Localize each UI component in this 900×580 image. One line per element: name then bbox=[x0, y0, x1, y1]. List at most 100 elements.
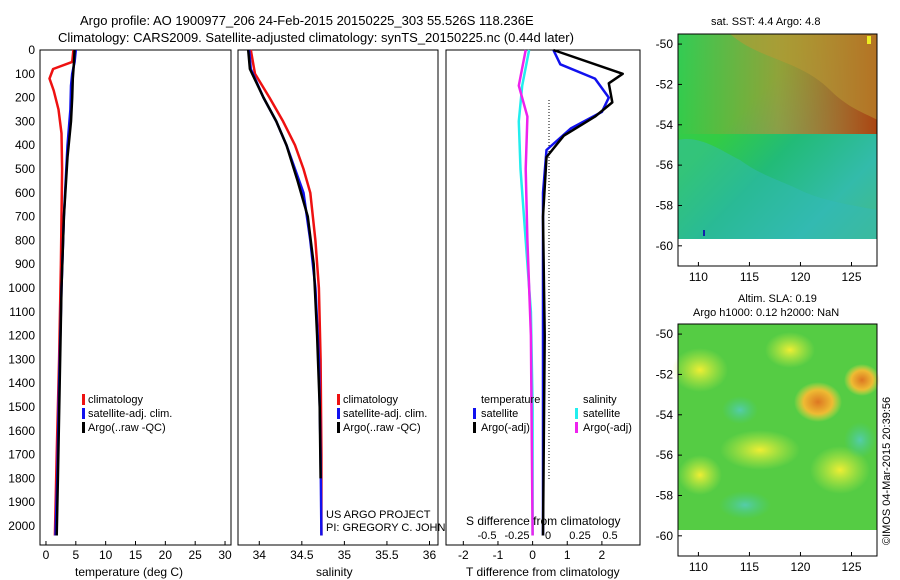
sst-cool-region bbox=[678, 139, 877, 239]
x-tick-label: 35.5 bbox=[375, 548, 399, 562]
sla-blob bbox=[672, 348, 728, 392]
depth-tick-label: 300 bbox=[15, 114, 35, 128]
x-tick-label: 2 bbox=[599, 548, 606, 562]
map-y-tick-label: -56 bbox=[656, 158, 674, 172]
legend-swatch-climatology bbox=[82, 394, 85, 405]
legend-swatch-satellite bbox=[337, 408, 340, 419]
depth-tick-label: 1300 bbox=[8, 352, 35, 366]
map-x-tick-label: 110 bbox=[689, 270, 708, 284]
x-tick-label: 34 bbox=[253, 548, 267, 562]
legend-label-argo: Argo(..raw -QC) bbox=[343, 422, 421, 434]
salinity-xlabel: salinity bbox=[316, 565, 353, 579]
salinity-legend: climatology satellite-adj. clim. Argo(..… bbox=[337, 394, 427, 434]
x-tick-label: 35 bbox=[338, 548, 352, 562]
sst-map-axes: 110 115 120 125 -50 -52 -54 -56 -58 -60 bbox=[656, 37, 862, 284]
sst-heatmap bbox=[678, 34, 877, 240]
top-x-tick-label: 0.5 bbox=[602, 530, 617, 542]
sla-low-blob bbox=[722, 396, 758, 424]
sst-float-marker bbox=[703, 230, 705, 236]
legend-heading-salinity: salinity bbox=[583, 394, 617, 406]
legend-label-satellite: satellite-adj. clim. bbox=[88, 408, 172, 420]
copyright-stamp: ©IMOS 04-Mar-2015 20:39:56 bbox=[881, 397, 893, 545]
difference-legend: temperature satellite Argo(-adj) salinit… bbox=[473, 394, 632, 434]
x-tick-label: 25 bbox=[189, 548, 203, 562]
header-line1: Argo profile: AO 1900977_206 24-Feb-2015… bbox=[80, 13, 534, 28]
header-line2: Climatology: CARS2009. Satellite-adjuste… bbox=[58, 30, 574, 45]
sla-high-blob bbox=[844, 364, 880, 396]
map-y-tick-label: -54 bbox=[656, 408, 674, 422]
legend-swatch-sal-argo bbox=[575, 422, 578, 433]
depth-tick-label: 2000 bbox=[8, 519, 35, 533]
difference-top-ticks: -0.5 -0.25 0 0.25 0.5 bbox=[478, 530, 618, 542]
sst-warm-front bbox=[730, 34, 877, 120]
top-x-tick-label: 0.25 bbox=[569, 530, 590, 542]
top-x-tick-label: -0.25 bbox=[504, 530, 529, 542]
sla-high-blob bbox=[794, 382, 842, 422]
map-y-tick-label: -54 bbox=[656, 118, 674, 132]
legend-swatch-climatology bbox=[337, 394, 340, 405]
depth-tick-label: 1000 bbox=[8, 281, 35, 295]
depth-tick-label: 1100 bbox=[9, 305, 35, 319]
map-y-tick-label: -60 bbox=[656, 529, 674, 543]
sst-mask bbox=[678, 239, 877, 240]
depth-tick-label: 900 bbox=[15, 257, 35, 271]
sla-blob bbox=[765, 332, 815, 368]
legend-heading-temperature: temperature bbox=[481, 394, 540, 406]
legend-swatch-sal-satellite bbox=[575, 408, 578, 419]
map-y-tick-label: -58 bbox=[656, 198, 674, 212]
map-x-tick-label: 120 bbox=[790, 560, 810, 574]
legend-label-satellite: satellite-adj. clim. bbox=[343, 408, 427, 420]
legend-label-climatology: climatology bbox=[88, 394, 144, 406]
sst-hot-spot bbox=[867, 36, 871, 44]
map-x-tick-label: 115 bbox=[740, 270, 759, 284]
x-tick-label: 20 bbox=[159, 548, 173, 562]
top-x-tick-label: 0 bbox=[545, 530, 551, 542]
legend-label-argo: Argo(..raw -QC) bbox=[88, 422, 166, 434]
depth-tick-label: 1900 bbox=[8, 495, 35, 509]
map-y-tick-label: -52 bbox=[656, 77, 674, 91]
sla-blob bbox=[678, 455, 722, 495]
sla-blob bbox=[810, 446, 870, 494]
temperature-legend: climatology satellite-adj. clim. Argo(..… bbox=[82, 394, 172, 434]
depth-tick-label: 800 bbox=[15, 233, 35, 247]
difference-xlabel: T difference from climatology bbox=[466, 565, 620, 579]
legend-label-temp-satellite: satellite bbox=[481, 408, 518, 420]
temperature-panel: 0 5 10 15 20 25 30 climatology satellite-adj. … bbox=[39, 49, 232, 579]
legend-label-sal-argo: Argo(-adj) bbox=[583, 422, 632, 434]
sst-map-title: sat. SST: 4.4 Argo: 4.8 bbox=[711, 16, 820, 28]
map-y-tick-label: -50 bbox=[656, 327, 674, 341]
x-tick-label: 34.5 bbox=[290, 548, 314, 562]
x-tick-label: 0 bbox=[43, 548, 50, 562]
pi-annotation: PI: GREGORY C. JOHNSON bbox=[326, 522, 469, 534]
map-y-tick-label: -60 bbox=[656, 239, 674, 253]
series-line-argo-raw-qc- bbox=[55, 49, 76, 536]
depth-tick-label: 1600 bbox=[8, 424, 35, 438]
x-tick-label: -1 bbox=[493, 548, 504, 562]
difference-top-xlabel: S difference from climatology bbox=[466, 514, 621, 528]
depth-tick-label: 1200 bbox=[8, 329, 35, 343]
x-tick-label: 36 bbox=[423, 548, 437, 562]
legend-label-sal-satellite: satellite bbox=[583, 408, 620, 420]
map-y-tick-label: -56 bbox=[656, 448, 674, 462]
map-y-tick-label: -52 bbox=[656, 367, 674, 381]
legend-label-temp-argo: Argo(-adj) bbox=[481, 422, 530, 434]
depth-tick-label: 0 bbox=[28, 43, 35, 57]
legend-label-climatology: climatology bbox=[343, 394, 399, 406]
legend-swatch-temp-argo bbox=[473, 422, 476, 433]
series-line-argo-raw-qc- bbox=[246, 49, 322, 479]
sla-low-blob bbox=[844, 422, 876, 458]
sst-map-frame bbox=[677, 33, 878, 267]
temperature-plot: 0 5 10 15 20 25 30 bbox=[43, 49, 232, 562]
difference-panel: -2 -1 0 1 2 temperature satellite Argo(-adj)… bbox=[445, 48, 641, 579]
difference-plot: -2 -1 0 1 2 bbox=[458, 48, 624, 562]
depth-tick-label: 1800 bbox=[8, 471, 35, 485]
top-x-tick-label: -0.5 bbox=[478, 530, 497, 542]
map-x-tick-label: 120 bbox=[790, 270, 810, 284]
depth-tick-label: 100 bbox=[15, 67, 35, 81]
sla-title-line2: Argo h1000: 0.12 h2000: NaN bbox=[693, 307, 839, 319]
x-tick-label: 5 bbox=[72, 548, 79, 562]
sla-blob bbox=[720, 430, 800, 470]
series-line-temperature-satellite bbox=[541, 49, 611, 536]
project-annotation: US ARGO PROJECT bbox=[326, 509, 431, 521]
